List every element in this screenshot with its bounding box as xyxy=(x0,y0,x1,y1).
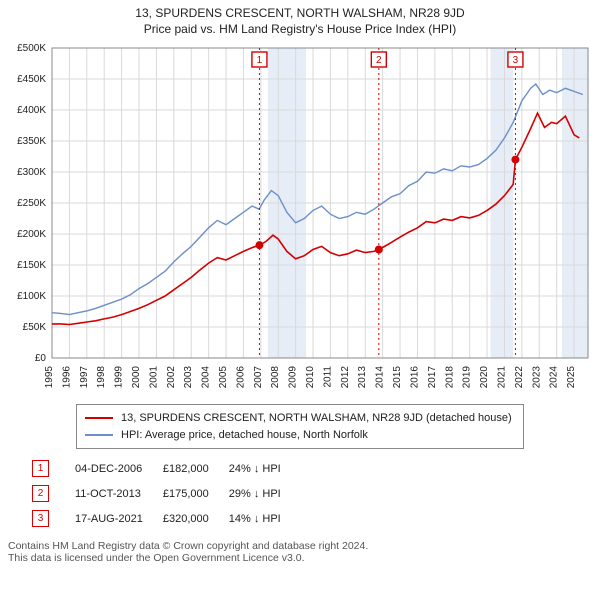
footer-line2: This data is licensed under the Open Gov… xyxy=(8,552,592,564)
svg-text:£500K: £500K xyxy=(17,43,46,54)
sale-price: £175,000 xyxy=(163,482,227,505)
svg-text:£100K: £100K xyxy=(17,291,46,302)
svg-text:2006: 2006 xyxy=(235,366,246,389)
svg-text:2013: 2013 xyxy=(357,366,368,389)
sale-date: 17-AUG-2021 xyxy=(75,507,161,530)
svg-text:2022: 2022 xyxy=(514,366,525,389)
svg-text:2004: 2004 xyxy=(201,366,212,389)
svg-text:£50K: £50K xyxy=(23,322,47,333)
svg-text:2020: 2020 xyxy=(479,366,490,389)
table-row: 3 17-AUG-2021£320,00014% ↓ HPI xyxy=(32,507,299,530)
svg-text:2010: 2010 xyxy=(305,366,316,389)
svg-text:2009: 2009 xyxy=(288,366,299,389)
chart-wrapper: { "titles": { "line1": "13, SPURDENS CRE… xyxy=(0,0,600,572)
svg-text:2018: 2018 xyxy=(444,366,455,389)
chart-area: £0 £50K £100K £150K £200K £250K £300K £350K £400… xyxy=(0,38,600,398)
svg-text:2: 2 xyxy=(376,55,382,66)
sale-price: £182,000 xyxy=(163,457,227,480)
svg-text:1998: 1998 xyxy=(96,366,107,389)
svg-text:2016: 2016 xyxy=(409,366,420,389)
sale-price: £320,000 xyxy=(163,507,227,530)
svg-text:1997: 1997 xyxy=(79,366,90,389)
svg-text:2005: 2005 xyxy=(218,366,229,389)
svg-text:3: 3 xyxy=(513,55,519,66)
sale-diff: 29% ↓ HPI xyxy=(229,482,299,505)
svg-text:£150K: £150K xyxy=(17,260,46,271)
svg-text:£450K: £450K xyxy=(17,74,46,85)
chart-titles: 13, SPURDENS CRESCENT, NORTH WALSHAM, NR… xyxy=(0,0,600,38)
svg-text:2012: 2012 xyxy=(340,366,351,389)
sale-marker-icon: 3 xyxy=(32,510,49,527)
legend-row: HPI: Average price, detached house, Nort… xyxy=(85,427,515,444)
title-subtitle: Price paid vs. HM Land Registry's House … xyxy=(10,22,590,36)
svg-text:2015: 2015 xyxy=(392,366,403,389)
sale-marker-icon: 1 xyxy=(32,460,49,477)
svg-text:1: 1 xyxy=(257,55,263,66)
svg-text:2008: 2008 xyxy=(270,366,281,389)
svg-text:2024: 2024 xyxy=(549,366,560,389)
svg-text:£250K: £250K xyxy=(17,198,46,209)
sale-diff: 24% ↓ HPI xyxy=(229,457,299,480)
svg-text:£300K: £300K xyxy=(17,167,46,178)
sale-date: 04-DEC-2006 xyxy=(75,457,161,480)
svg-text:2017: 2017 xyxy=(427,366,438,389)
legend-row: 13, SPURDENS CRESCENT, NORTH WALSHAM, NR… xyxy=(85,410,515,427)
svg-text:£200K: £200K xyxy=(17,229,46,240)
svg-text:£350K: £350K xyxy=(17,136,46,147)
sale-diff: 14% ↓ HPI xyxy=(229,507,299,530)
svg-text:2021: 2021 xyxy=(496,366,507,389)
svg-text:£0: £0 xyxy=(35,353,47,364)
svg-text:2003: 2003 xyxy=(183,366,194,389)
table-row: 1 04-DEC-2006£182,00024% ↓ HPI xyxy=(32,457,299,480)
sale-date: 11-OCT-2013 xyxy=(75,482,161,505)
table-row: 2 11-OCT-2013£175,00029% ↓ HPI xyxy=(32,482,299,505)
legend-swatch xyxy=(85,417,113,419)
footer-line1: Contains HM Land Registry data © Crown c… xyxy=(8,540,592,552)
line-chart: £0 £50K £100K £150K £200K £250K £300K £350K £400… xyxy=(0,38,600,398)
svg-text:2000: 2000 xyxy=(131,366,142,389)
svg-text:1996: 1996 xyxy=(61,366,72,389)
svg-text:2019: 2019 xyxy=(462,366,473,389)
svg-text:2011: 2011 xyxy=(322,366,333,388)
svg-text:2025: 2025 xyxy=(566,366,577,389)
svg-text:2002: 2002 xyxy=(166,366,177,389)
svg-text:2001: 2001 xyxy=(148,366,159,389)
title-address: 13, SPURDENS CRESCENT, NORTH WALSHAM, NR… xyxy=(10,6,590,20)
svg-text:2023: 2023 xyxy=(531,366,542,389)
svg-text:2014: 2014 xyxy=(375,366,386,389)
legend-label: HPI: Average price, detached house, Nort… xyxy=(121,427,368,444)
sale-marker-icon: 2 xyxy=(32,485,49,502)
sales-table: 1 04-DEC-2006£182,00024% ↓ HPI 2 11-OCT-201… xyxy=(30,455,301,532)
svg-text:1999: 1999 xyxy=(114,366,125,389)
legend-swatch xyxy=(85,434,113,436)
legend-label: 13, SPURDENS CRESCENT, NORTH WALSHAM, NR… xyxy=(121,410,512,427)
svg-text:2007: 2007 xyxy=(253,366,264,389)
footer-attribution: Contains HM Land Registry data © Crown c… xyxy=(0,536,600,572)
svg-text:£400K: £400K xyxy=(17,105,46,116)
svg-text:1995: 1995 xyxy=(44,366,55,389)
legend: 13, SPURDENS CRESCENT, NORTH WALSHAM, NR… xyxy=(76,404,524,449)
